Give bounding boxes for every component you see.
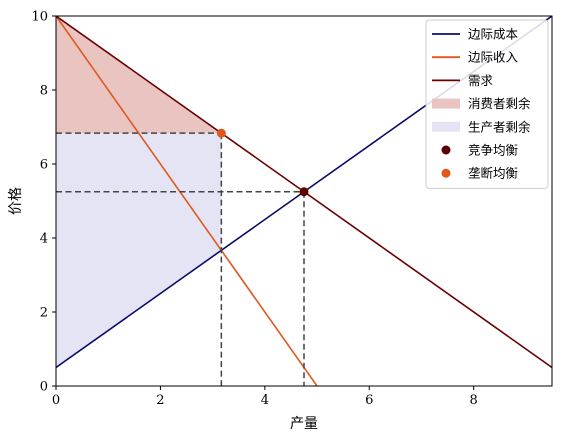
y-tick-label: 0	[40, 380, 48, 395]
x-tick-label: 6	[365, 393, 373, 408]
competitive-equilibrium-point	[299, 187, 309, 197]
legend-item: 边际收入	[432, 50, 519, 65]
x-tick-label: 4	[261, 393, 269, 408]
area-producer-surplus	[56, 133, 222, 368]
legend-marker-swatch	[441, 145, 451, 155]
equilibrium-points	[216, 128, 309, 197]
x-tick-label: 8	[470, 393, 478, 408]
marginal-revenue-line	[56, 16, 318, 386]
legend-marker-swatch	[441, 168, 451, 178]
monopoly-equilibrium-point	[216, 128, 226, 138]
legend-patch-swatch	[432, 98, 460, 109]
y-tick-label: 4	[40, 232, 48, 247]
y-tick-label: 6	[40, 158, 48, 173]
axis-ticks: 0 2 4 6 8 0 2 4 6 8 10	[31, 10, 477, 409]
reference-lines	[56, 132, 305, 386]
legend-item: 垄断均衡	[441, 166, 518, 181]
legend-item: 生产者剩余	[432, 119, 531, 134]
y-tick-label: 2	[40, 306, 48, 321]
legend-label: 边际成本	[468, 27, 519, 42]
x-tick-label: 0	[52, 393, 60, 408]
legend-patch-swatch	[432, 121, 460, 132]
legend-item: 竞争均衡	[441, 143, 518, 158]
y-tick-label: 8	[40, 84, 48, 99]
legend-label: 竞争均衡	[468, 143, 518, 158]
legend-label: 需求	[468, 73, 494, 88]
y-axis-label: 价格	[8, 187, 24, 215]
x-axis-label: 产量	[290, 416, 318, 432]
legend-label: 边际收入	[468, 50, 519, 65]
legend-item: 消费者剩余	[432, 96, 531, 111]
legend-label: 消费者剩余	[468, 96, 531, 111]
y-tick-label: 10	[31, 10, 48, 25]
legend-label: 垄断均衡	[468, 166, 518, 181]
legend-item: 需求	[432, 73, 494, 88]
legend-item: 边际成本	[432, 27, 519, 42]
legend-label: 生产者剩余	[468, 119, 531, 134]
plot-frame	[55, 15, 553, 387]
x-tick-label: 2	[156, 393, 164, 408]
legend-box	[425, 19, 549, 189]
